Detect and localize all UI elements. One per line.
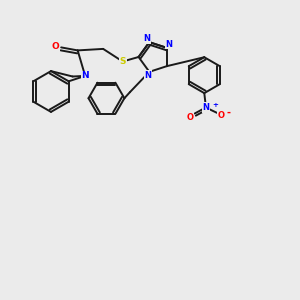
Text: O: O bbox=[187, 113, 194, 122]
Text: O: O bbox=[52, 42, 60, 51]
Text: S: S bbox=[119, 57, 126, 66]
Text: N: N bbox=[202, 103, 209, 112]
Text: +: + bbox=[212, 101, 218, 107]
Text: O: O bbox=[217, 111, 224, 120]
Text: -: - bbox=[226, 108, 231, 118]
Text: N: N bbox=[143, 34, 150, 43]
Text: N: N bbox=[81, 71, 89, 80]
Text: N: N bbox=[144, 71, 151, 80]
Text: N: N bbox=[166, 40, 173, 49]
